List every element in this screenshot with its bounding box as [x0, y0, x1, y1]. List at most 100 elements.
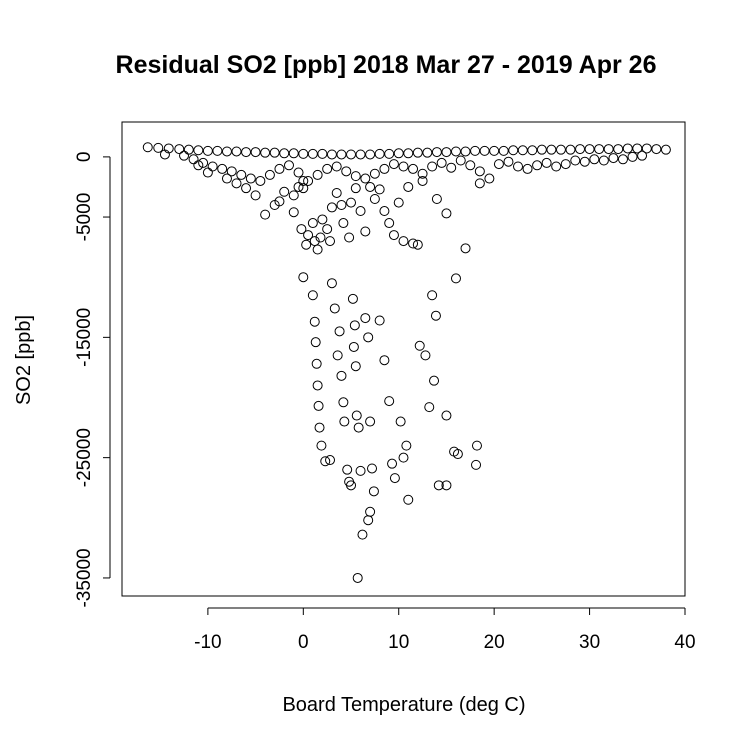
data-point: [360, 313, 371, 324]
data-point: [264, 169, 275, 180]
data-point: [431, 147, 442, 158]
data-point: [594, 144, 605, 155]
data-point: [317, 148, 328, 159]
data-point: [355, 465, 366, 476]
data-point: [202, 145, 213, 156]
x-tick-label: 0: [298, 632, 309, 653]
data-point: [589, 154, 600, 165]
data-point: [641, 143, 652, 154]
data-point: [441, 147, 452, 158]
data-point: [332, 350, 343, 361]
data-point: [622, 143, 633, 154]
data-point: [398, 161, 409, 172]
data-point: [427, 290, 438, 301]
data-point: [221, 146, 232, 157]
data-point: [470, 145, 481, 156]
data-point: [422, 147, 433, 158]
data-point: [312, 380, 323, 391]
data-point: [325, 455, 336, 466]
data-point: [388, 159, 399, 170]
data-point: [349, 320, 360, 331]
data-point: [398, 452, 409, 463]
data-point: [450, 273, 461, 284]
data-point: [288, 190, 299, 201]
data-point: [296, 224, 307, 235]
data-point: [536, 144, 547, 155]
data-point: [288, 148, 299, 159]
data-point: [393, 197, 404, 208]
data-point: [279, 186, 290, 197]
data-point: [325, 236, 336, 247]
data-point: [355, 149, 366, 160]
data-point: [241, 183, 252, 194]
x-tick-label: 40: [674, 632, 695, 653]
data-point: [331, 161, 342, 172]
data-point: [420, 350, 431, 361]
data-point: [183, 144, 194, 155]
data-point: [368, 486, 379, 497]
data-point: [513, 161, 524, 172]
data-point: [344, 232, 355, 243]
data-point: [346, 149, 357, 160]
data-point: [384, 396, 395, 407]
data-point: [217, 163, 228, 174]
data-point: [393, 148, 404, 159]
data-point: [250, 190, 261, 201]
data-point: [329, 303, 340, 314]
data-point: [522, 163, 533, 174]
data-point: [260, 209, 271, 220]
data-point: [363, 515, 374, 526]
data-point: [326, 202, 337, 213]
data-point: [348, 341, 359, 352]
data-point: [231, 178, 242, 189]
data-point: [660, 144, 671, 155]
data-points: [142, 142, 671, 583]
data-point: [159, 149, 170, 160]
data-point: [395, 416, 406, 427]
data-point: [417, 168, 428, 179]
data-point: [474, 178, 485, 189]
data-point: [446, 162, 457, 173]
data-point: [303, 175, 314, 186]
data-point: [503, 156, 514, 167]
data-point: [231, 146, 242, 157]
data-point: [307, 148, 318, 159]
data-point: [584, 144, 595, 155]
data-point: [401, 440, 412, 451]
x-tick-label: 30: [579, 632, 600, 653]
data-point: [388, 230, 399, 241]
data-point: [541, 157, 552, 168]
data-point: [408, 163, 419, 174]
data-point: [374, 148, 385, 159]
data-point: [379, 355, 390, 366]
x-tick-label: 10: [388, 632, 409, 653]
data-point: [433, 480, 444, 491]
data-point: [441, 480, 452, 491]
data-point: [379, 206, 390, 217]
data-point: [307, 218, 318, 229]
data-point: [365, 416, 376, 427]
data-point: [346, 197, 357, 208]
data-point: [260, 147, 271, 158]
data-point: [560, 159, 571, 170]
data-point: [336, 149, 347, 160]
data-point: [351, 410, 362, 421]
data-point: [193, 160, 204, 171]
data-point: [293, 181, 304, 192]
data-point: [374, 184, 385, 195]
data-point: [303, 230, 314, 241]
data-point: [250, 147, 261, 158]
data-point: [316, 440, 327, 451]
y-tick-label: -15000: [74, 308, 95, 367]
data-point: [311, 358, 322, 369]
data-point: [441, 208, 452, 219]
data-point: [255, 175, 266, 186]
data-point: [369, 193, 380, 204]
data-point: [579, 156, 590, 167]
x-axis-label: Board Temperature (deg C): [282, 694, 525, 716]
data-point: [353, 422, 364, 433]
data-point: [315, 232, 326, 243]
data-point: [479, 145, 490, 156]
